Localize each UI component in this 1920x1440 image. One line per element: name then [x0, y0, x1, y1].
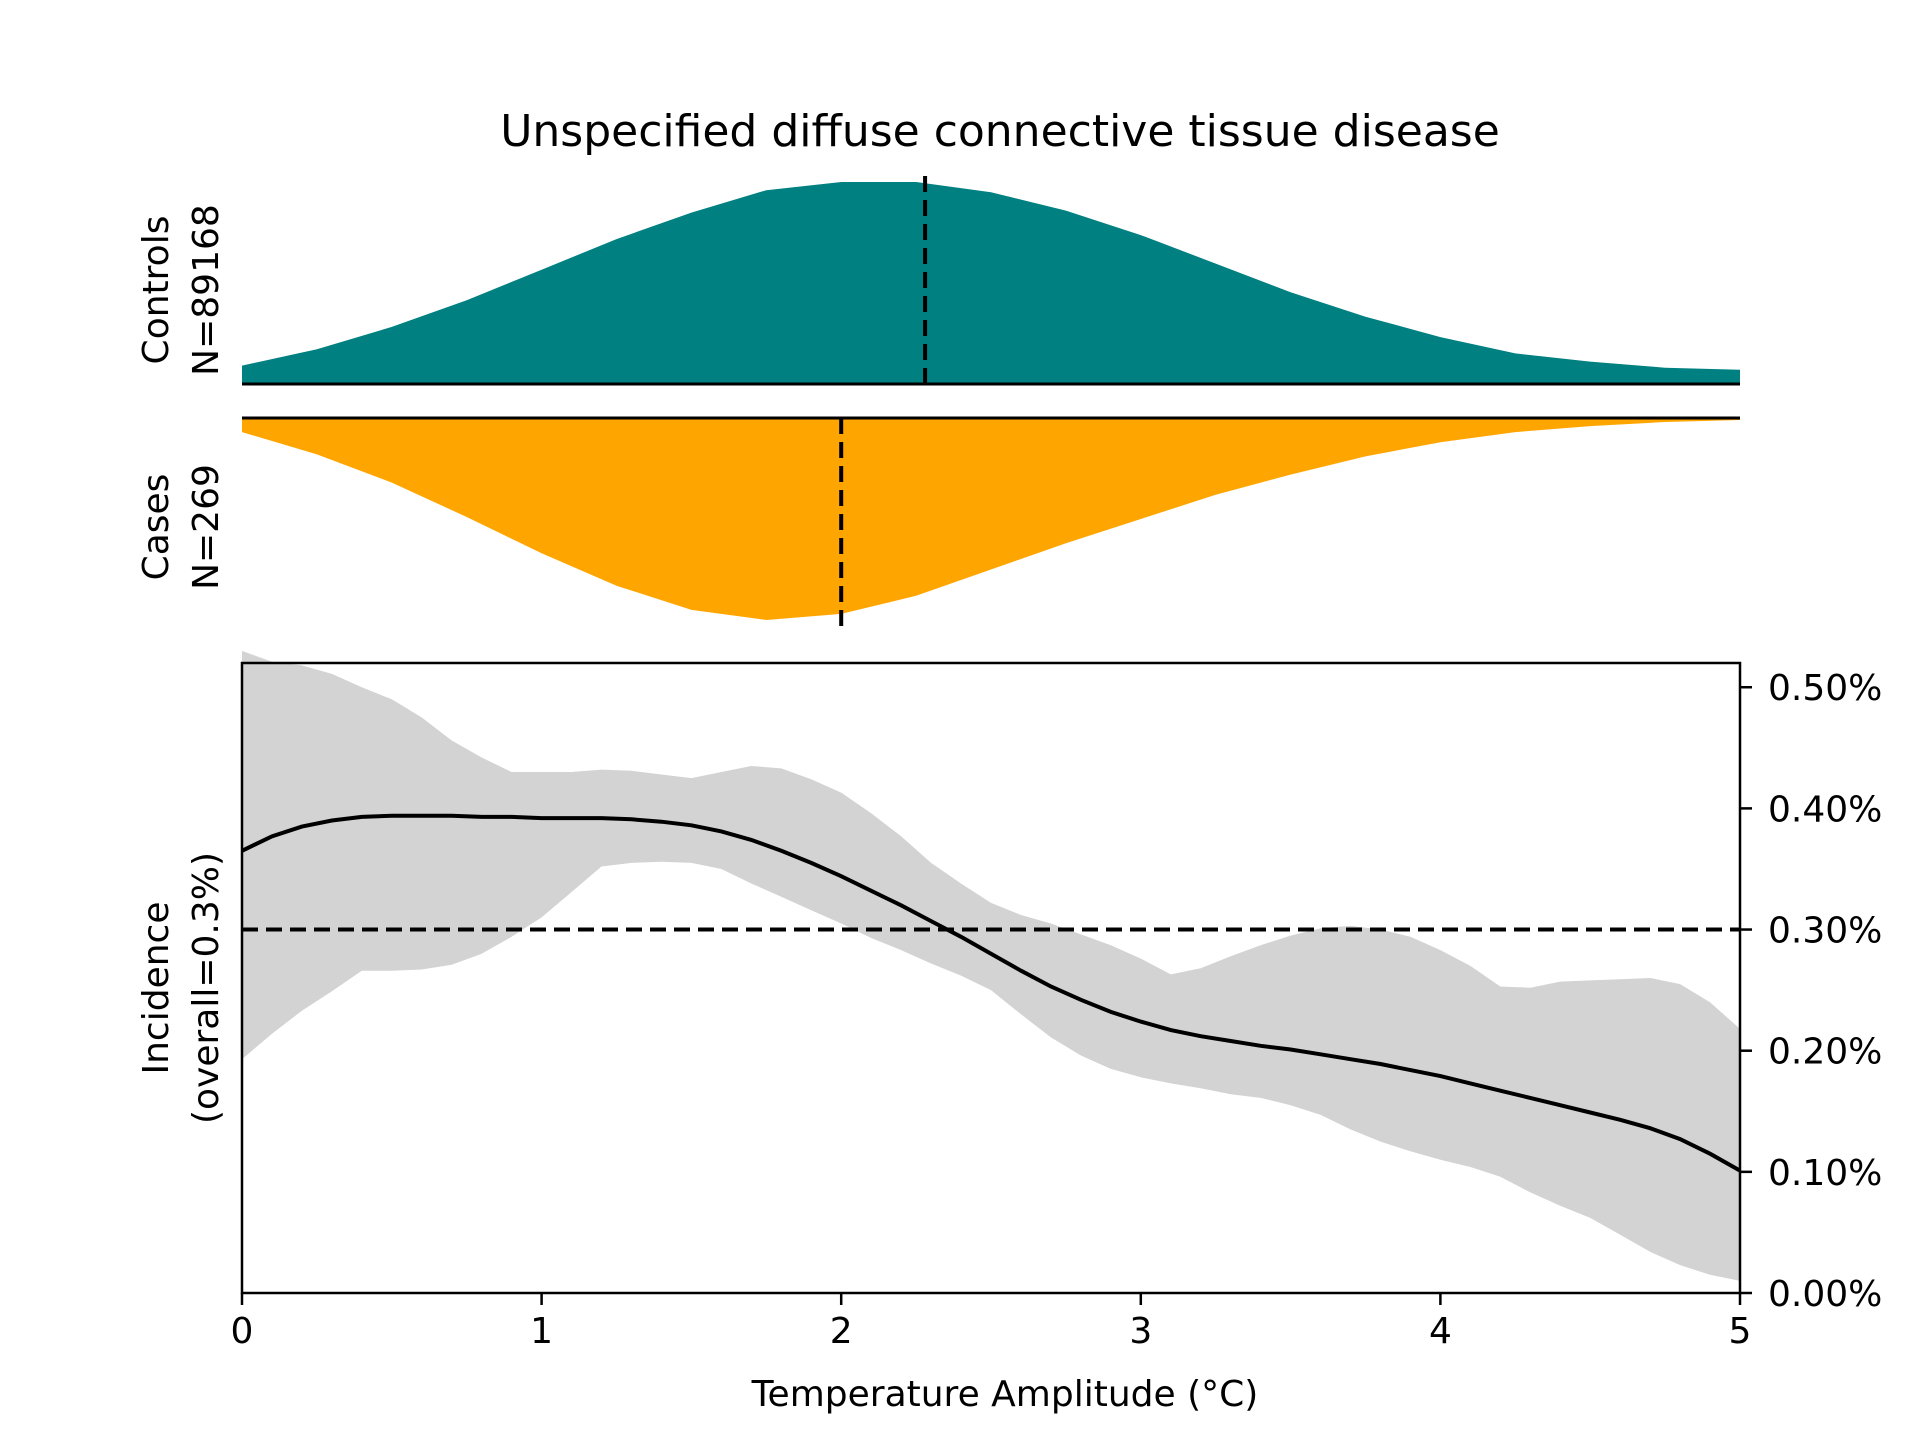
y-tick-label: 0.10%	[1768, 1153, 1882, 1194]
x-tick-label: 1	[530, 1311, 553, 1352]
confidence-band	[242, 650, 1740, 1281]
plot-frame	[240, 661, 1742, 1295]
cases-panel: Cases N=269	[136, 416, 1740, 628]
y-tick-label: 0.40%	[1768, 789, 1882, 830]
cases-label: Cases	[136, 474, 177, 581]
cases-count-label: N=269	[186, 464, 227, 590]
y-tick-label: 0.30%	[1768, 911, 1882, 952]
incidence-line	[241, 813, 1741, 1173]
y-tick-label: 0.20%	[1768, 1032, 1882, 1073]
y-axis-right: 0.00% 0.10% 0.20% 0.30% 0.40% 0.50%	[1740, 668, 1882, 1315]
y-axis-title-line2: (overall=0.3%)	[186, 852, 227, 1124]
x-tick-label: 3	[1129, 1311, 1152, 1352]
chart-title: Unspecified diffuse connective tissue di…	[500, 106, 1500, 157]
cases-density-area	[242, 418, 1740, 620]
y-tick-label: 0.00%	[1768, 1274, 1882, 1315]
x-tick-label: 0	[231, 1311, 254, 1352]
incidence-panel: 0 1 2 3 4 5 0.00% 0.10% 0.20% 0.30% 0.40% 0.50% Te…	[136, 650, 1882, 1415]
x-tick-label: 2	[830, 1311, 853, 1352]
y-tick-label: 0.50%	[1768, 668, 1882, 709]
controls-count-label: N=89168	[186, 204, 227, 376]
controls-density-area	[242, 182, 1740, 384]
controls-label: Controls	[136, 216, 177, 365]
controls-panel: Controls N=89168	[136, 172, 1740, 386]
y-axis-title-line1: Incidence	[136, 902, 177, 1075]
x-axis-title: Temperature Amplitude (°C)	[751, 1374, 1259, 1415]
x-tick-label: 5	[1729, 1311, 1752, 1352]
x-axis: 0 1 2 3 4 5	[231, 1293, 1752, 1352]
x-tick-label: 4	[1429, 1311, 1452, 1352]
